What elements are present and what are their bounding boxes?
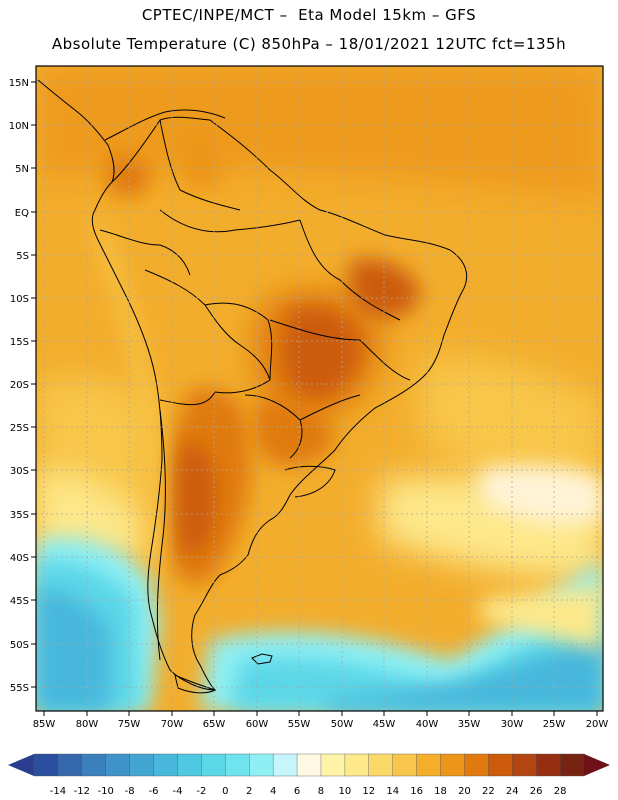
map-frame xyxy=(35,65,604,712)
border-argentina-chile xyxy=(156,409,166,661)
colorbar-swatch xyxy=(392,753,418,777)
lat-label: 40S xyxy=(10,553,29,564)
colorbar-swatch xyxy=(559,753,585,777)
colorbar-label: -10 xyxy=(98,786,114,797)
longitude-axis: 85W 80W 75W 70W 65W 60W 55W 50W 45W 40W … xyxy=(33,711,609,730)
lon-label: 60W xyxy=(246,719,269,730)
colorbar-swatch xyxy=(344,753,370,777)
lat-label: EQ xyxy=(15,208,29,219)
lon-label: 85W xyxy=(33,719,56,730)
colorbar-swatch xyxy=(464,753,489,777)
brazil-state-lines xyxy=(269,219,411,421)
lat-label: 10N xyxy=(9,121,29,132)
colorbar-swatch xyxy=(512,753,537,777)
lon-label: 35W xyxy=(458,719,481,730)
colorbar-label: 6 xyxy=(294,786,300,797)
colorbar-labels: -14 -12 -10 -8 -6 -4 -2 0 2 4 6 8 10 12 14 16 18 20 22 24 26… xyxy=(50,786,567,797)
border-peru-ecuador xyxy=(99,229,191,276)
colorbar-swatch xyxy=(129,753,155,777)
lat-label: 10S xyxy=(10,294,29,305)
lat-label: 5S xyxy=(16,251,29,262)
lon-label: 20W xyxy=(586,719,609,730)
border-bolivia xyxy=(204,302,273,394)
colorbar-cells xyxy=(33,753,585,777)
colorbar-swatch xyxy=(81,753,107,777)
colorbar-label: -2 xyxy=(196,786,206,797)
colorbar-swatch xyxy=(368,753,394,777)
colorbar-swatch xyxy=(320,753,346,777)
border-brazil-north xyxy=(159,209,301,233)
lon-label: 55W xyxy=(288,719,311,730)
colorbar-right-arrow xyxy=(584,754,610,776)
lon-label: 50W xyxy=(331,719,354,730)
colorbar-label: 14 xyxy=(386,786,399,797)
colorbar-swatch xyxy=(296,753,322,777)
colorbar-swatch xyxy=(440,753,466,777)
colorbar-label: 8 xyxy=(318,786,324,797)
border-colombia-venezuela xyxy=(159,119,241,211)
lat-label: 50S xyxy=(10,640,29,651)
caribbean-coastline xyxy=(104,109,226,141)
colorbar-swatch xyxy=(416,753,442,777)
colorbar-label: -12 xyxy=(74,786,90,797)
colorbar-swatch xyxy=(201,753,226,777)
colorbar-label: 12 xyxy=(362,786,375,797)
colorbar-left-arrow xyxy=(8,754,34,776)
lon-label: 40W xyxy=(416,719,439,730)
colorbar-label: 0 xyxy=(222,786,228,797)
lat-label: 15N xyxy=(9,78,29,89)
lat-label: 25S xyxy=(10,423,29,434)
lon-label: 80W xyxy=(76,719,99,730)
colorbar-label: 16 xyxy=(410,786,423,797)
colorbar-label: 4 xyxy=(270,786,276,797)
colorbar-label: 2 xyxy=(246,786,252,797)
lon-label: 45W xyxy=(373,719,396,730)
colorbar-swatch xyxy=(488,753,513,777)
lat-label: 35S xyxy=(10,510,29,521)
colorbar-swatch xyxy=(33,753,59,777)
map-title-line-1: CPTEC/INPE/MCT – Eta Model 15km – GFS xyxy=(141,6,477,24)
colorbar-label: 20 xyxy=(458,786,471,797)
colorbar-label: -8 xyxy=(125,786,135,797)
colorbar-label: 28 xyxy=(554,786,567,797)
coastlines-borders xyxy=(37,79,468,694)
colorbar-swatch xyxy=(57,753,83,777)
colorbar-swatch xyxy=(177,753,202,777)
colorbar-label: 24 xyxy=(506,786,519,797)
colorbar-swatch xyxy=(535,753,561,777)
colorbar: -14 -12 -10 -8 -6 -4 -2 0 2 4 6 8 10 12 14 16 18 20 22 24 26… xyxy=(8,753,610,797)
map-title-line-2: Absolute Temperature (C) 850hPa – 18/01/… xyxy=(51,35,567,53)
colorbar-label: 22 xyxy=(482,786,495,797)
lon-label: 65W xyxy=(203,719,226,730)
central-america-coastline xyxy=(37,79,115,183)
colorbar-swatch xyxy=(249,753,274,777)
colorbar-label: 18 xyxy=(434,786,447,797)
temperature-map: 15N 10N 5N EQ 5S 10S 15S 20S 25S 30S 35S… xyxy=(9,65,609,730)
colorbar-swatch xyxy=(153,753,179,777)
colorbar-label: -14 xyxy=(50,786,66,797)
colorbar-swatch xyxy=(272,753,298,777)
latitude-axis: 15N 10N 5N EQ 5S 10S 15S 20S 25S 30S 35S… xyxy=(9,78,36,694)
lon-label: 30W xyxy=(501,719,524,730)
colorbar-label: 26 xyxy=(530,786,543,797)
lat-label: 30S xyxy=(10,466,29,477)
south-america-coastline xyxy=(91,116,468,691)
border-argentina-north xyxy=(159,391,216,406)
lon-label: 75W xyxy=(118,719,141,730)
colorbar-label: 10 xyxy=(339,786,352,797)
lat-label: 20S xyxy=(10,380,29,391)
border-brazil-west xyxy=(144,269,271,381)
lat-label: 55S xyxy=(10,683,29,694)
lat-label: 15S xyxy=(10,337,29,348)
tierra-del-fuego xyxy=(174,674,217,694)
colorbar-swatch xyxy=(105,753,131,777)
colorbar-label: -4 xyxy=(172,786,182,797)
lon-label: 25W xyxy=(543,719,566,730)
colorbar-label: -6 xyxy=(149,786,159,797)
colorbar-swatch xyxy=(225,753,250,777)
lon-label: 70W xyxy=(161,719,184,730)
lat-label: 45S xyxy=(10,596,29,607)
lat-label: 5N xyxy=(15,164,29,175)
temperature-field xyxy=(36,66,603,711)
